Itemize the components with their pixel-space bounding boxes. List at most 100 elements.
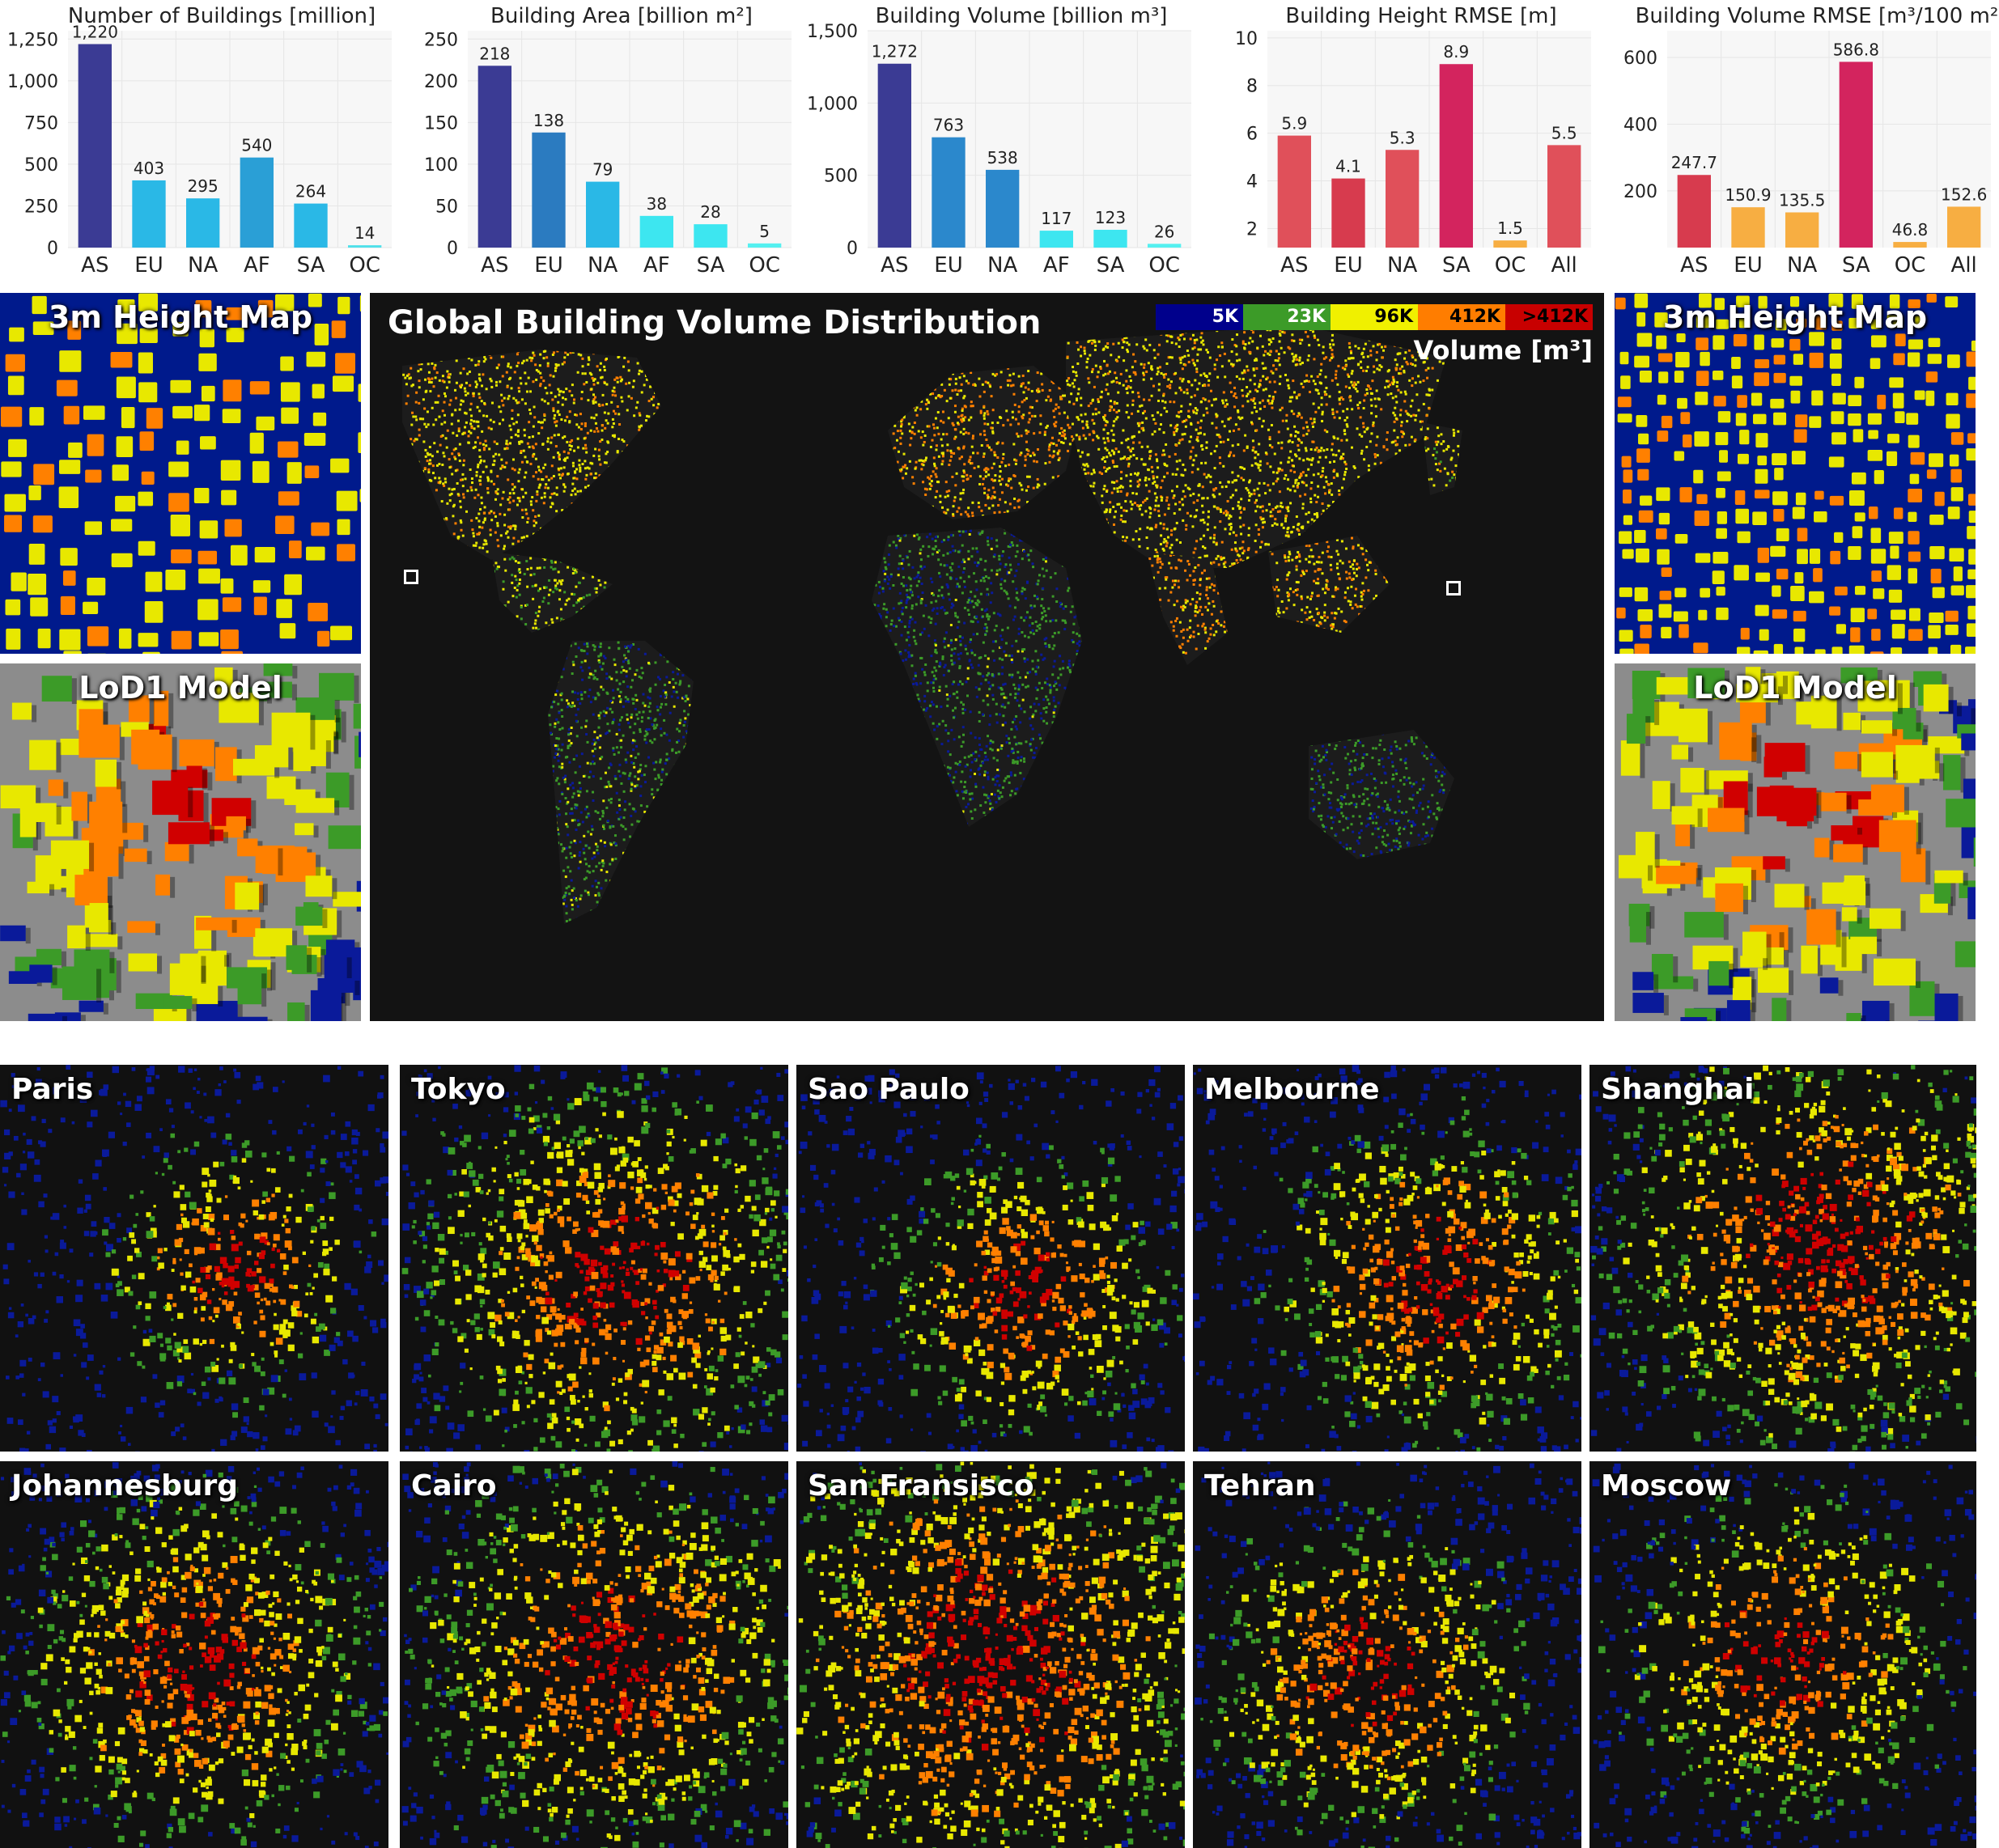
y-tick-label: 8 — [1246, 77, 1258, 97]
x-tick-label: AF — [244, 253, 270, 275]
city-panel: Paris — [0, 1065, 388, 1452]
city-panel: San Fransisco — [796, 1461, 1185, 1848]
bar — [1440, 64, 1473, 248]
y-tick-label: 0 — [847, 239, 858, 259]
data-label: 586.8 — [1833, 40, 1879, 59]
continent-shape — [872, 528, 1082, 827]
y-tick-label: 1,000 — [7, 72, 58, 92]
data-label: 5 — [759, 222, 770, 241]
x-tick-label: OC — [1495, 253, 1526, 275]
y-tick-label: 250 — [424, 30, 458, 50]
bar — [1093, 230, 1127, 248]
y-tick-label: 600 — [1623, 49, 1657, 69]
y-tick-label: 750 — [24, 113, 58, 134]
y-tick-label: 150 — [424, 113, 458, 134]
data-label: 1,272 — [872, 42, 918, 61]
right-lod1-title: LoD1 Model — [1615, 670, 1976, 706]
continent-shape — [1268, 536, 1390, 633]
chart-number-of-buildings: Number of Buildings [million]02505007501… — [0, 0, 400, 275]
x-tick-label: EU — [134, 253, 163, 275]
data-label: 150.9 — [1725, 185, 1771, 205]
y-tick-label: 0 — [47, 239, 58, 259]
bar — [240, 158, 274, 248]
city-map-image — [796, 1461, 1185, 1848]
city-map-image — [796, 1065, 1185, 1452]
data-label: 1.5 — [1497, 218, 1523, 238]
city-map-image — [0, 1065, 388, 1452]
x-tick-label: NA — [588, 253, 618, 275]
city-map-image — [0, 1461, 388, 1848]
x-tick-label: EU — [934, 253, 962, 275]
data-label: 264 — [295, 182, 326, 201]
x-tick-label: AS — [1680, 253, 1708, 275]
x-tick-label: OC — [749, 253, 780, 275]
city-panel: Moscow — [1589, 1461, 1976, 1848]
y-tick-label: 500 — [24, 155, 58, 176]
city-panel: Melbourne — [1193, 1065, 1581, 1452]
city-title: Sao Paulo — [808, 1073, 970, 1106]
city-panel: Tehran — [1193, 1461, 1581, 1848]
data-label: 5.3 — [1390, 128, 1415, 147]
legend-item: 96K — [1331, 304, 1418, 330]
left-height-map-image — [0, 293, 361, 654]
marker-los-angeles — [404, 570, 418, 584]
y-tick-label: 1,000 — [807, 94, 858, 114]
city-title: Shanghai — [1601, 1073, 1755, 1106]
legend-item: 5K — [1156, 304, 1243, 330]
data-label: 1,220 — [72, 22, 118, 41]
y-tick-label: 6 — [1246, 125, 1258, 145]
x-tick-label: AF — [643, 253, 670, 275]
data-label: 295 — [188, 176, 219, 196]
bar — [478, 66, 511, 248]
left-height-map-title: 3m Height Map — [0, 299, 361, 335]
data-label: 8.9 — [1443, 42, 1469, 61]
chart-building-area: Building Area [billion m²]05010015020025… — [400, 0, 800, 275]
x-tick-label: All — [1551, 253, 1577, 275]
x-tick-label: EU — [1334, 253, 1362, 275]
bar — [1493, 240, 1526, 248]
bar — [294, 204, 327, 248]
data-label: 46.8 — [1892, 220, 1929, 239]
city-map-image — [1589, 1461, 1976, 1848]
bar — [1785, 213, 1819, 248]
city-panel: Shanghai — [1589, 1065, 1976, 1452]
city-title: Tokyo — [411, 1073, 506, 1106]
y-tick-label: 1,500 — [807, 22, 858, 42]
bar — [132, 180, 165, 248]
bar — [640, 216, 673, 248]
city-map-image — [1589, 1065, 1976, 1452]
bar — [1331, 179, 1364, 248]
data-label: 38 — [647, 194, 667, 214]
global-map-image — [370, 293, 1604, 1021]
right-lod1-image — [1615, 663, 1976, 1021]
x-tick-label: NA — [1387, 253, 1417, 275]
city-map-image — [1193, 1461, 1581, 1848]
city-map-image — [400, 1065, 788, 1452]
city-panel: Johannesburg — [0, 1461, 388, 1848]
bar — [532, 133, 565, 248]
bar — [878, 64, 911, 248]
x-tick-label: OC — [1148, 253, 1180, 275]
right-height-map-image — [1615, 293, 1976, 654]
bar — [1148, 244, 1181, 248]
x-tick-label: AS — [881, 253, 908, 275]
x-tick-label: SA — [1842, 253, 1870, 275]
bar — [1386, 150, 1419, 248]
data-label: 26 — [1154, 222, 1174, 241]
y-tick-label: 500 — [824, 167, 858, 187]
x-tick-label: AF — [1043, 253, 1070, 275]
city-panel: Sao Paulo — [796, 1065, 1185, 1452]
city-title: Paris — [11, 1073, 93, 1106]
data-label: 247.7 — [1671, 153, 1717, 172]
chart-title: Building Area [billion m²] — [490, 4, 753, 28]
bar — [1893, 242, 1926, 248]
x-tick-label: AS — [481, 253, 508, 275]
chart-title: Building Volume RMSE [m³/100 m²] — [1636, 4, 1999, 28]
bar — [1547, 145, 1581, 248]
x-tick-label: SA — [1442, 253, 1471, 275]
chart-title: Building Height RMSE [m] — [1285, 4, 1556, 28]
left-lod1-panel: LoD1 Model — [0, 663, 361, 1021]
city-map-image — [400, 1461, 788, 1848]
